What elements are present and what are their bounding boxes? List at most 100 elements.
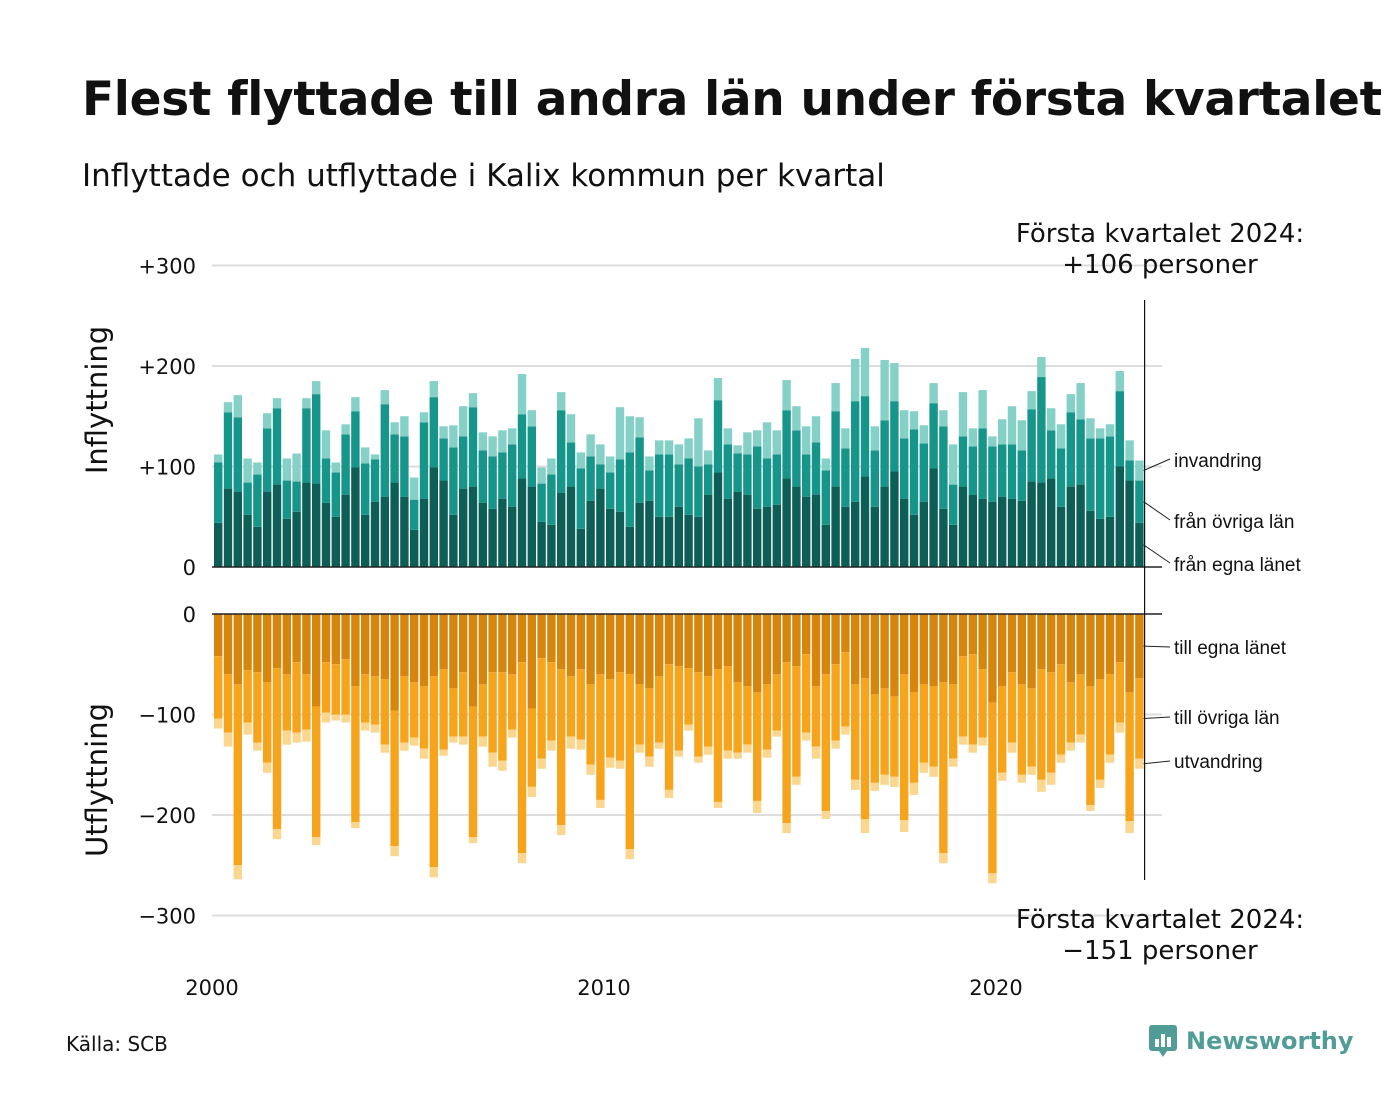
- bar-ut-utvandring: [684, 724, 693, 731]
- bar-in-invandring: [723, 428, 732, 445]
- brand-logo[interactable]: Newsworthy: [1148, 1024, 1354, 1058]
- bar-ut-utvandring: [870, 782, 879, 791]
- bar-in-ovriga-lan: [811, 442, 821, 495]
- bar-ut-utvandring: [321, 712, 331, 723]
- bar-ut-ovriga-lan: [743, 686, 752, 745]
- bar-ut-ovriga-lan: [880, 688, 889, 775]
- bar-in-egna-lanet: [586, 500, 595, 567]
- bar-in-invandring: [468, 393, 478, 408]
- bar-ut-egna-lanet: [723, 614, 732, 667]
- bar-in-ovriga-lan: [664, 454, 674, 517]
- bar-in-ovriga-lan: [263, 428, 272, 492]
- bar-ut-ovriga-lan: [949, 684, 958, 759]
- bar-in-ovriga-lan: [390, 434, 399, 483]
- bar-ut-ovriga-lan: [380, 679, 389, 745]
- bar-in-invandring: [635, 417, 644, 438]
- bar-ut-egna-lanet: [557, 614, 566, 670]
- y-tick-label-bottom: −300: [138, 905, 196, 929]
- bar-ut-utvandring: [1047, 772, 1056, 785]
- bar-ut-ovriga-lan: [802, 654, 811, 733]
- bar-in-ovriga-lan: [851, 401, 860, 502]
- bar-ut-egna-lanet: [488, 614, 497, 673]
- bar-ut-egna-lanet: [753, 614, 762, 693]
- bar-in-ovriga-lan: [429, 397, 438, 468]
- bar-ut-egna-lanet: [292, 614, 301, 663]
- bar-ut-utvandring: [596, 799, 605, 808]
- bar-in-egna-lanet: [978, 498, 987, 567]
- bar-ut-ovriga-lan: [566, 676, 576, 737]
- bar-in-ovriga-lan: [762, 458, 772, 507]
- bar-ut-ovriga-lan: [292, 662, 301, 733]
- bar-ut-utvandring: [459, 736, 468, 745]
- bar-in-invandring: [517, 374, 527, 415]
- bar-ut-ovriga-lan: [1047, 672, 1056, 773]
- bar-ut-utvandring: [223, 732, 233, 747]
- bar-in-ovriga-lan: [321, 458, 331, 503]
- bar-ut-egna-lanet: [380, 614, 389, 680]
- bar-in-ovriga-lan: [1076, 419, 1085, 485]
- bar-in-invandring: [684, 438, 693, 459]
- bar-ut-egna-lanet: [1037, 614, 1046, 670]
- bar-ut-ovriga-lan: [988, 702, 997, 874]
- bar-in-invandring: [821, 458, 830, 471]
- bar-ut-ovriga-lan: [1066, 682, 1075, 743]
- bar-in-egna-lanet: [1125, 480, 1134, 567]
- bar-in-ovriga-lan: [468, 407, 478, 487]
- bar-in-ovriga-lan: [439, 438, 448, 481]
- bar-in-ovriga-lan: [527, 426, 536, 487]
- bar-ut-utvandring: [802, 732, 811, 741]
- bar-ut-egna-lanet: [841, 614, 850, 653]
- bar-in-ovriga-lan: [1086, 438, 1095, 511]
- bar-in-invandring: [1007, 406, 1017, 445]
- bar-in-ovriga-lan: [792, 430, 801, 487]
- bar-in-invandring: [929, 383, 938, 404]
- bar-ut-ovriga-lan: [498, 672, 507, 761]
- bar-in-invandring: [949, 444, 958, 485]
- bar-ut-utvandring: [1027, 766, 1036, 775]
- bar-ut-egna-lanet: [1096, 614, 1105, 680]
- bar-ut-egna-lanet: [312, 614, 321, 707]
- bar-ut-ovriga-lan: [439, 669, 448, 750]
- bar-ut-ovriga-lan: [909, 692, 919, 783]
- bar-in-ovriga-lan: [733, 453, 742, 492]
- bar-ut-utvandring: [645, 756, 654, 767]
- bar-ut-ovriga-lan: [939, 682, 948, 854]
- bar-in-egna-lanet: [439, 480, 448, 567]
- bar-in-ovriga-lan: [331, 472, 340, 517]
- bar-ut-utvandring: [821, 810, 830, 820]
- bar-in-ovriga-lan: [860, 396, 870, 477]
- bar-ut-ovriga-lan: [410, 682, 419, 738]
- bar-in-egna-lanet: [478, 502, 487, 567]
- bar-ut-utvandring: [723, 750, 732, 759]
- bar-ut-ovriga-lan: [929, 686, 938, 767]
- bar-in-invandring: [988, 436, 997, 447]
- bar-in-ovriga-lan: [1007, 444, 1017, 499]
- bar-in-invandring: [390, 422, 399, 435]
- bar-ut-egna-lanet: [223, 614, 233, 675]
- bar-in-ovriga-lan: [684, 458, 693, 515]
- bar-in-ovriga-lan: [782, 410, 791, 479]
- bar-in-egna-lanet: [1056, 506, 1066, 567]
- x-tick-label: 2010: [577, 976, 630, 1000]
- bar-ut-egna-lanet: [1115, 614, 1124, 663]
- bar-in-invandring: [321, 430, 331, 459]
- bar-in-egna-lanet: [517, 478, 527, 567]
- bar-in-ovriga-lan: [753, 446, 762, 509]
- bar-ut-ovriga-lan: [488, 672, 497, 753]
- bar-ut-ovriga-lan: [733, 682, 742, 753]
- bar-in-egna-lanet: [410, 529, 419, 567]
- bar-in-ovriga-lan: [459, 436, 468, 489]
- bar-ut-utvandring: [674, 750, 683, 757]
- bar-ut-ovriga-lan: [243, 670, 252, 723]
- bar-ut-utvandring: [1086, 804, 1095, 811]
- bar-ut-utvandring: [429, 867, 438, 878]
- bar-ut-ovriga-lan: [596, 674, 605, 800]
- bar-in-ovriga-lan: [772, 454, 781, 505]
- bar-in-invandring: [606, 456, 615, 473]
- bar-ut-ovriga-lan: [831, 664, 840, 741]
- annotation-top-value: +106 personer: [1062, 250, 1258, 280]
- bar-ut-egna-lanet: [1047, 614, 1056, 673]
- bar-ut-egna-lanet: [253, 614, 262, 673]
- bar-ut-egna-lanet: [743, 614, 752, 687]
